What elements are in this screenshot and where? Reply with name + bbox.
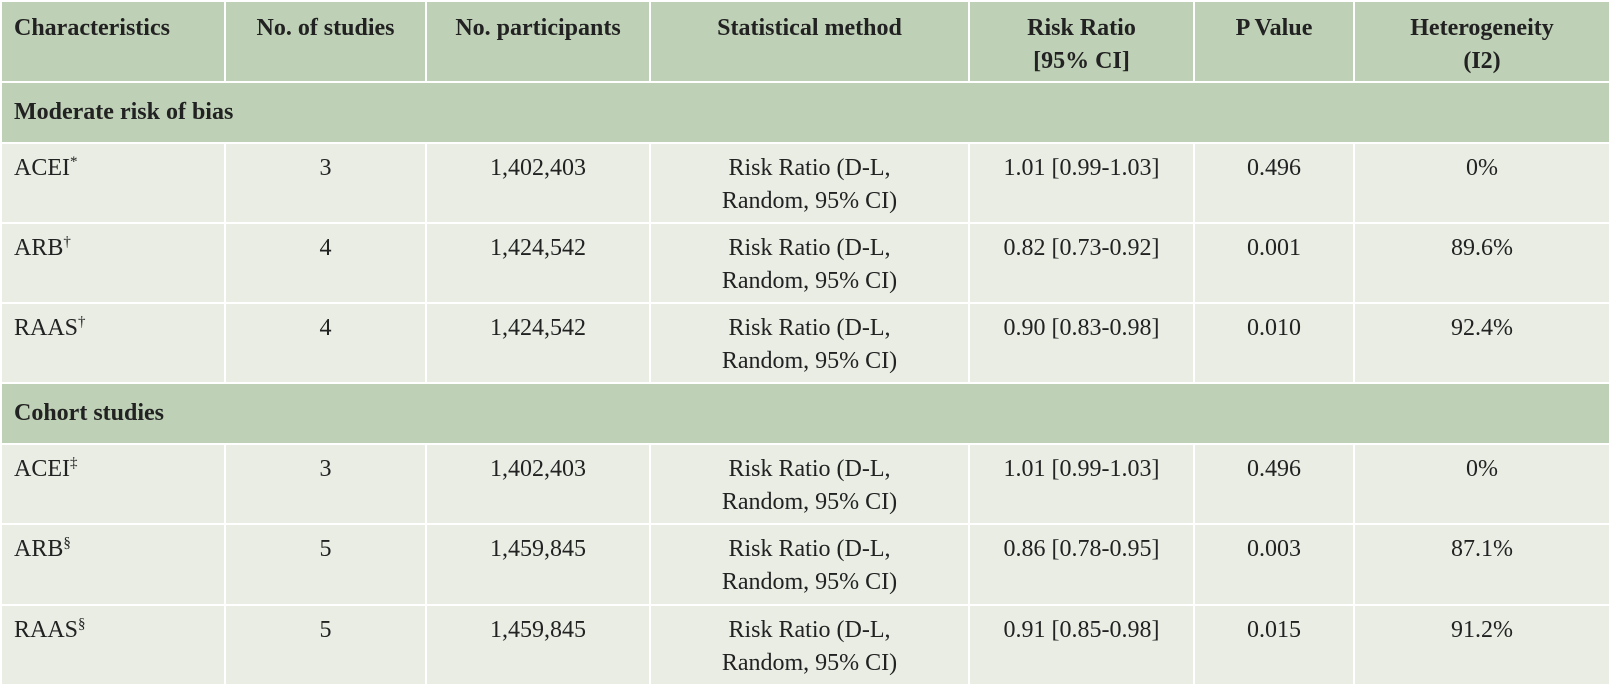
participants-cell: 1,459,845: [425, 603, 651, 686]
table-row: RAAS§ 5 1,459,845 Risk Ratio (D-L, Random…: [0, 603, 1610, 686]
participants-cell: 1,424,542: [425, 221, 651, 305]
p-value-cell: 0.496: [1193, 141, 1355, 224]
table-row: ACEI* 3 1,402,403 Risk Ratio (D-L, Random…: [0, 141, 1610, 224]
p-value-cell: 0.003: [1193, 523, 1355, 606]
studies-cell: 3: [224, 141, 427, 224]
row-label-cell: RAAS†: [0, 302, 226, 385]
footnote-mark: ‡: [70, 455, 78, 472]
row-label-cell: ACEI*: [0, 141, 226, 224]
heterogeneity-cell: 87.1%: [1353, 523, 1610, 606]
group-header-row: Moderate risk of bias: [0, 81, 1610, 144]
heterogeneity-cell: 0%: [1353, 141, 1610, 224]
p-value-cell: 0.010: [1193, 302, 1355, 385]
header-no-of-studies: No. of studies: [224, 0, 427, 83]
participants-cell: 1,459,845: [425, 523, 651, 606]
heterogeneity-cell: 92.4%: [1353, 302, 1610, 385]
header-characteristics: Characteristics: [0, 0, 226, 83]
row-label-cell: ACEI‡: [0, 443, 226, 526]
risk-ratio-cell: 0.90 [0.83-0.98]: [968, 302, 1195, 385]
method-cell: Risk Ratio (D-L, Random, 95% CI): [649, 221, 970, 305]
header-risk-ratio: Risk Ratio [95% CI]: [968, 0, 1195, 83]
method-cell: Risk Ratio (D-L, Random, 95% CI): [649, 523, 970, 606]
risk-ratio-cell: 0.82 [0.73-0.92]: [968, 221, 1195, 305]
header-no-participants: No. participants: [425, 0, 651, 83]
participants-cell: 1,402,403: [425, 443, 651, 526]
group-title: Moderate risk of bias: [0, 81, 1610, 144]
row-label-cell: ARB†: [0, 221, 226, 305]
table-row: ARB§ 5 1,459,845 Risk Ratio (D-L, Random,…: [0, 523, 1610, 606]
studies-cell: 3: [224, 443, 427, 526]
risk-ratio-cell: 0.91 [0.85-0.98]: [968, 603, 1195, 686]
heterogeneity-cell: 0%: [1353, 443, 1610, 526]
method-cell: Risk Ratio (D-L, Random, 95% CI): [649, 603, 970, 686]
footnote-mark: §: [63, 535, 71, 552]
method-cell: Risk Ratio (D-L, Random, 95% CI): [649, 141, 970, 224]
heterogeneity-cell: 89.6%: [1353, 221, 1610, 305]
header-heterogeneity: Heterogeneity (I2): [1353, 0, 1610, 83]
heterogeneity-cell: 91.2%: [1353, 603, 1610, 686]
footnote-mark: *: [70, 153, 78, 170]
row-label-cell: ARB§: [0, 523, 226, 606]
participants-cell: 1,424,542: [425, 302, 651, 385]
table-row: ARB† 4 1,424,542 Risk Ratio (D-L, Random,…: [0, 221, 1610, 305]
header-p-value: P Value: [1193, 0, 1355, 83]
footnote-mark: †: [78, 314, 86, 331]
footnote-mark: §: [78, 615, 86, 632]
studies-cell: 4: [224, 221, 427, 305]
method-cell: Risk Ratio (D-L, Random, 95% CI): [649, 443, 970, 526]
group-header-row: Cohort studies: [0, 382, 1610, 446]
participants-cell: 1,402,403: [425, 141, 651, 224]
studies-cell: 4: [224, 302, 427, 385]
method-cell: Risk Ratio (D-L, Random, 95% CI): [649, 302, 970, 385]
header-row: Characteristics No. of studies No. parti…: [0, 0, 1610, 83]
group-title: Cohort studies: [0, 382, 1610, 446]
p-value-cell: 0.496: [1193, 443, 1355, 526]
row-label-cell: RAAS§: [0, 603, 226, 686]
table-row: RAAS† 4 1,424,542 Risk Ratio (D-L, Random…: [0, 302, 1610, 385]
studies-cell: 5: [224, 523, 427, 606]
risk-ratio-cell: 1.01 [0.99-1.03]: [968, 443, 1195, 526]
studies-cell: 5: [224, 603, 427, 686]
table-row: ACEI‡ 3 1,402,403 Risk Ratio (D-L, Random…: [0, 443, 1610, 526]
header-statistical-method: Statistical method: [649, 0, 970, 83]
footnote-mark: †: [63, 233, 71, 250]
p-value-cell: 0.015: [1193, 603, 1355, 686]
risk-ratio-cell: 0.86 [0.78-0.95]: [968, 523, 1195, 606]
risk-ratio-cell: 1.01 [0.99-1.03]: [968, 141, 1195, 224]
p-value-cell: 0.001: [1193, 221, 1355, 305]
